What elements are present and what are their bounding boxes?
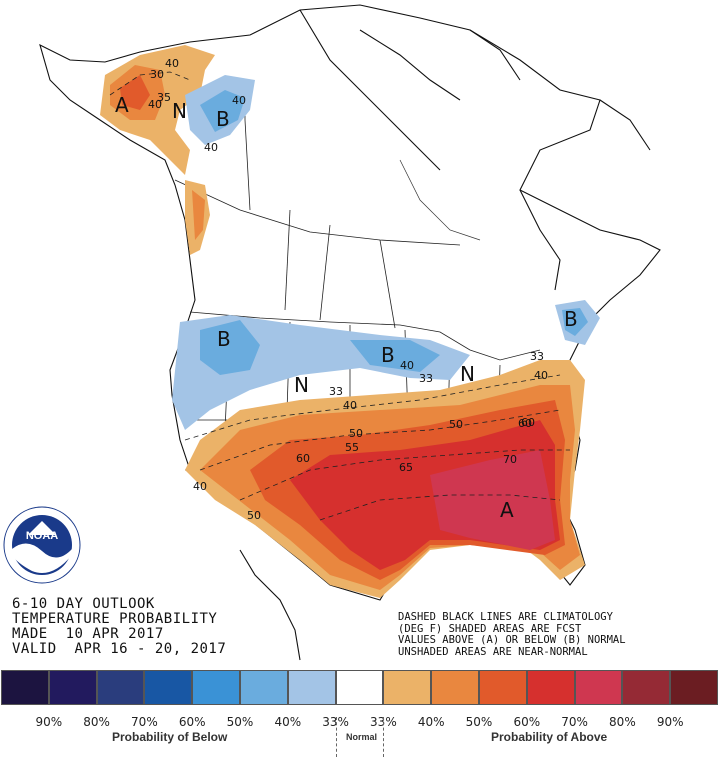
svg-text:40: 40 bbox=[534, 369, 548, 382]
legend-swatch bbox=[144, 670, 193, 705]
svg-text:35: 35 bbox=[157, 91, 171, 104]
legend-notes: DASHED BLACK LINES ARE CLIMATOLOGY (DEG F… bbox=[398, 611, 626, 658]
svg-text:33: 33 bbox=[419, 372, 433, 385]
letter-normal-greatlakes: N bbox=[460, 362, 475, 386]
legend-swatch bbox=[431, 670, 479, 705]
svg-text:60: 60 bbox=[518, 417, 532, 430]
svg-text:33: 33 bbox=[329, 385, 343, 398]
legend-percent-label: 50% bbox=[226, 715, 254, 729]
legend-percent-label: 80% bbox=[83, 715, 110, 729]
legend-swatch bbox=[670, 670, 718, 705]
outlook-made-date: MADE 10 APR 2017 bbox=[12, 626, 164, 642]
category-letters: A N B B B N B N A bbox=[115, 93, 578, 522]
svg-text:70: 70 bbox=[503, 453, 517, 466]
legend-swatch bbox=[1, 670, 49, 705]
outlook-valid-dates: VALID APR 16 - 20, 2017 bbox=[12, 641, 227, 657]
svg-text:50: 50 bbox=[247, 509, 261, 522]
outlook-map: A N B B B N B N A 40 30 35 40 40 40 33 4… bbox=[3, 4, 661, 661]
legend-percent-label: 70% bbox=[131, 715, 158, 729]
legend-swatch bbox=[478, 670, 527, 705]
legend-swatch bbox=[192, 670, 240, 705]
letter-above-alaska: A bbox=[115, 93, 129, 117]
probability-legend: 90% 80% 70% 60% 50% 40% 33% 33% 40% 50% 60% 70% 80% 9… bbox=[0, 670, 719, 760]
svg-text:40: 40 bbox=[400, 359, 414, 372]
svg-text:33: 33 bbox=[530, 350, 544, 363]
letter-below-northeast: B bbox=[564, 307, 578, 331]
svg-text:50: 50 bbox=[349, 427, 363, 440]
legend-percent-label: 70% bbox=[561, 715, 588, 729]
note-line: VALUES ABOVE (A) OR BELOW (B) NORMAL bbox=[398, 634, 626, 646]
legend-percent-label: 33% bbox=[322, 715, 349, 729]
contour-labels: 40 30 35 40 40 40 33 40 33 40 50 55 60 6… bbox=[148, 57, 548, 522]
svg-text:40: 40 bbox=[343, 399, 357, 412]
svg-text:55: 55 bbox=[345, 441, 359, 454]
noaa-logo-text: NOAA bbox=[26, 530, 58, 542]
svg-text:40: 40 bbox=[165, 57, 179, 70]
svg-text:50: 50 bbox=[449, 418, 463, 431]
svg-text:40: 40 bbox=[193, 480, 207, 493]
letter-above-southeast: A bbox=[500, 498, 514, 522]
legend-percent-label: 90% bbox=[35, 715, 63, 729]
svg-text:40: 40 bbox=[148, 98, 162, 111]
noaa-logo: NOAA bbox=[3, 506, 81, 584]
svg-text:65: 65 bbox=[399, 461, 413, 474]
legend-percent-label: 90% bbox=[656, 715, 684, 729]
legend-percent-label: 60% bbox=[178, 715, 206, 729]
svg-text:30: 30 bbox=[150, 68, 164, 81]
svg-text:60: 60 bbox=[296, 452, 310, 465]
letter-below-northwest: B bbox=[217, 327, 231, 351]
legend-swatch bbox=[574, 670, 623, 705]
climatology-lines bbox=[109, 71, 570, 521]
note-line: UNSHADED AREAS ARE NEAR-NORMAL bbox=[398, 645, 588, 658]
letter-below-plains: B bbox=[381, 343, 395, 367]
note-line: (DEG F) SHADED AREAS ARE FCST bbox=[398, 622, 582, 635]
letter-below-alaska: B bbox=[216, 107, 230, 131]
forecast-shading bbox=[100, 45, 600, 598]
legend-swatch bbox=[96, 670, 145, 705]
legend-percent-label: 40% bbox=[274, 715, 302, 729]
legend-swatch bbox=[48, 670, 97, 705]
letter-normal-alaska: N bbox=[172, 99, 187, 123]
outlook-title-line2: TEMPERATURE PROBABILITY bbox=[12, 611, 218, 627]
normal-caption: Normal bbox=[346, 732, 378, 742]
legend-swatch bbox=[622, 670, 671, 705]
legend-swatch bbox=[287, 670, 336, 705]
probability-above-caption: Probability of Above bbox=[491, 730, 608, 744]
rivers bbox=[399, 159, 481, 241]
outlook-info: 6-10 DAY OUTLOOK TEMPERATURE PROBABILITY M… bbox=[12, 597, 226, 657]
legend-percent-label: 40% bbox=[417, 715, 445, 729]
normal-divider-right bbox=[383, 717, 384, 757]
svg-text:40: 40 bbox=[232, 94, 246, 107]
outlook-title-line1: 6-10 DAY OUTLOOK bbox=[12, 596, 155, 612]
svg-text:60: 60 bbox=[521, 416, 535, 429]
legend-swatch bbox=[383, 670, 432, 705]
legend-percent-label: 60% bbox=[513, 715, 541, 729]
note-line: DASHED BLACK LINES ARE CLIMATOLOGY bbox=[398, 611, 613, 623]
legend-percent-label: 50% bbox=[465, 715, 493, 729]
legend-swatch bbox=[526, 670, 575, 705]
normal-divider-left bbox=[336, 717, 337, 757]
legend-swatches bbox=[1, 670, 718, 705]
legend-swatch bbox=[335, 670, 384, 705]
legend-swatch bbox=[239, 670, 288, 705]
letter-normal-central: N bbox=[294, 373, 309, 397]
probability-below-caption: Probability of Below bbox=[112, 730, 228, 744]
svg-text:40: 40 bbox=[204, 141, 218, 154]
legend-percent-label: 80% bbox=[609, 715, 636, 729]
